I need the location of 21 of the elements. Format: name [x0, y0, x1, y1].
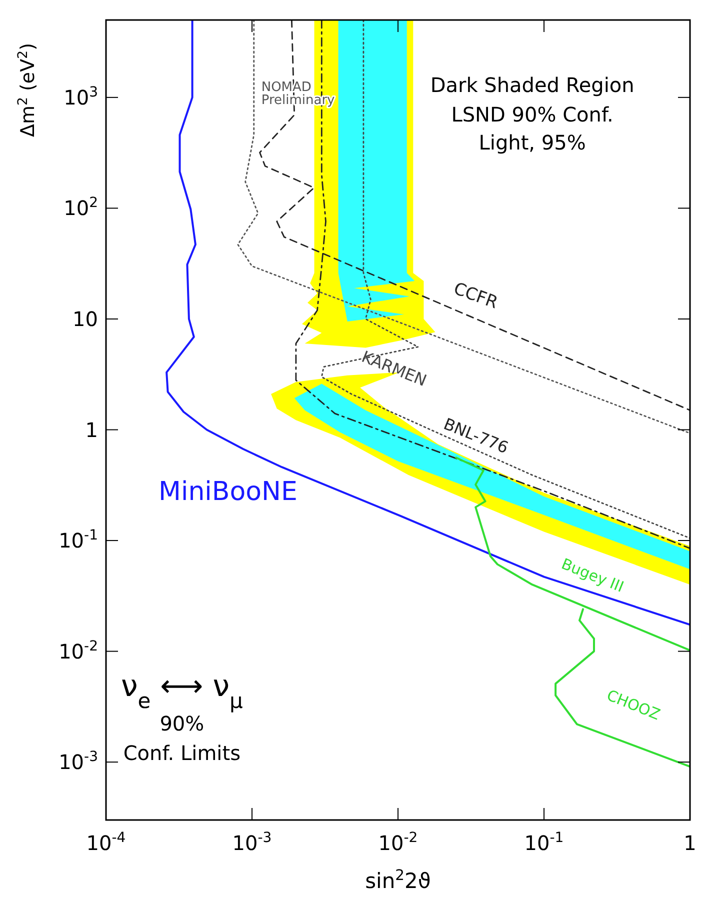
y-tick-label: 10	[72, 306, 98, 331]
x-tick-label: 10$^{-2}$	[378, 830, 418, 855]
series-label: MiniBooNE	[158, 477, 298, 507]
text: CCFR	[450, 278, 501, 314]
annotation: Conf. Limits	[123, 741, 241, 765]
y-tick-label: 10$^{3}$	[64, 84, 98, 110]
annotation: 90%	[160, 711, 204, 736]
x-tick-label: 10$^{-4}$	[86, 830, 126, 855]
y-tick-label: 10$^{2}$	[64, 195, 98, 220]
annotation: ν$_{e}$ ⟷ ν$_{μ}$	[120, 669, 243, 713]
annotation: LSND 90% Conf.	[451, 102, 614, 127]
x-tick-label: 10$^{-3}$	[232, 830, 272, 855]
y-tick-label: 10$^{-3}$	[58, 749, 98, 774]
y-tick-label: 1	[85, 418, 98, 442]
annotation: Light, 95%	[478, 130, 586, 155]
x-tick-label: 10$^{-1}$	[524, 830, 564, 855]
annotation: Dark Shaded Region	[430, 73, 634, 97]
y-tick-label: 10$^{-2}$	[58, 638, 98, 664]
x-tick-label: 1	[684, 831, 696, 855]
y-tick-label: 10$^{-1}$	[58, 528, 98, 553]
x-axis-title: sin$^{2}$2ϑ	[365, 866, 431, 893]
